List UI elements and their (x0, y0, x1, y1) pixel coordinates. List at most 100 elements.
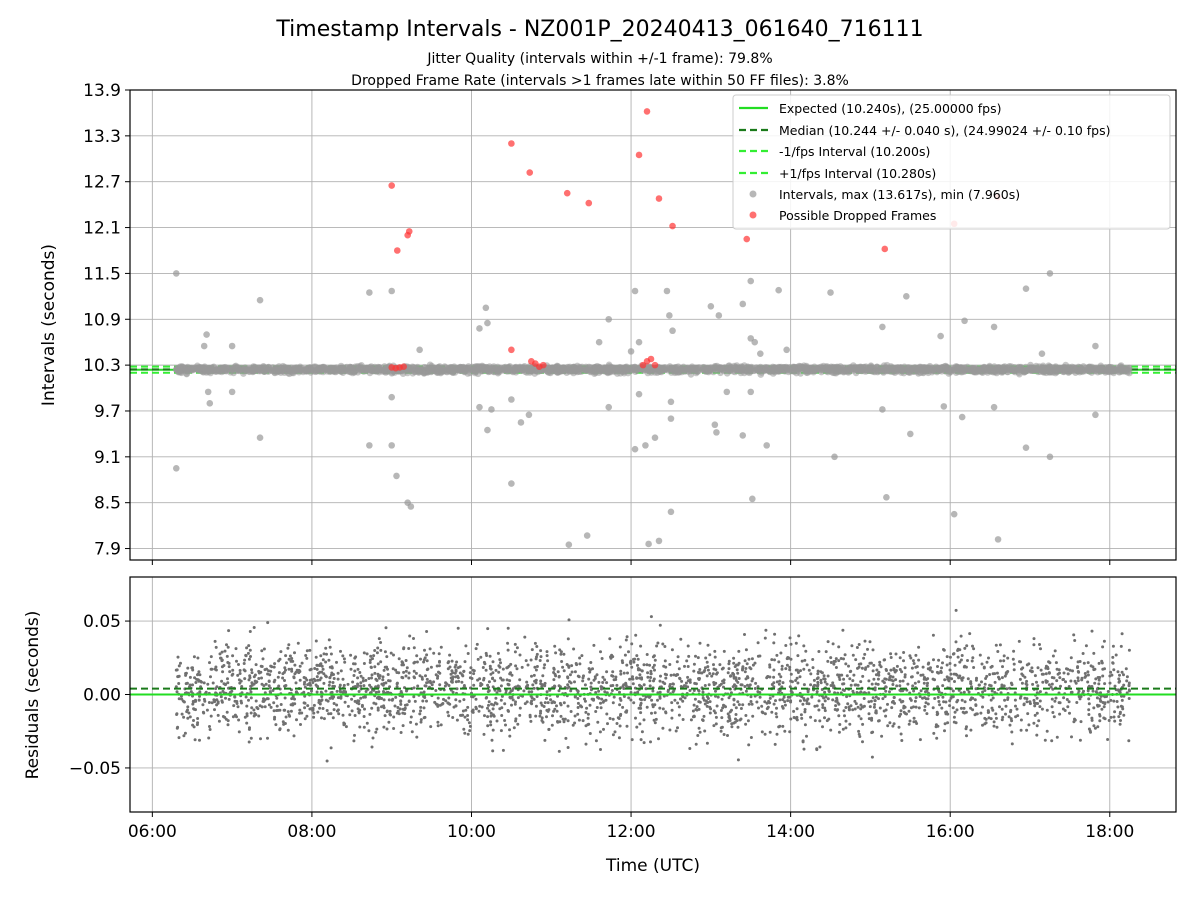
interval-point (1023, 367, 1031, 375)
residual-point (377, 637, 381, 641)
residual-point (650, 711, 653, 715)
residual-point (815, 747, 819, 751)
residual-point (175, 690, 179, 694)
residual-point (653, 668, 656, 672)
residual-point (422, 706, 426, 710)
residual-point (851, 679, 855, 683)
residual-point (525, 680, 529, 684)
residual-point (951, 695, 955, 699)
residual-point (857, 729, 861, 733)
residual-point (908, 719, 912, 723)
residual-point (596, 720, 600, 724)
residual-point (359, 684, 363, 688)
residual-point (491, 660, 495, 664)
residual-point (532, 686, 536, 690)
residual-point (815, 684, 819, 688)
residual-point (555, 704, 558, 708)
interval-outlier-point (715, 312, 723, 319)
residual-point (741, 668, 744, 672)
top-y-tick-label: 9.7 (94, 402, 121, 422)
residual-point (305, 656, 309, 660)
residual-point (370, 706, 374, 710)
residual-point (781, 681, 785, 685)
residual-point (826, 674, 830, 678)
residual-point (477, 709, 481, 713)
residual-point (248, 630, 252, 633)
residual-point (870, 755, 874, 759)
residual-point (892, 696, 896, 699)
residual-point (784, 667, 788, 671)
residual-point (657, 737, 660, 741)
residual-point (1032, 643, 1036, 647)
residual-point (994, 643, 998, 647)
residual-point (931, 706, 935, 710)
residual-point (718, 663, 722, 667)
residual-point (971, 656, 975, 660)
residual-point (907, 709, 911, 713)
residual-point (562, 720, 566, 724)
residual-point (753, 661, 757, 665)
residual-point (382, 725, 386, 729)
residual-point (236, 673, 240, 677)
residual-point (726, 671, 730, 675)
residual-point (744, 648, 748, 652)
interval-point (415, 369, 423, 376)
residual-point (1055, 679, 1059, 683)
interval-point (863, 366, 871, 374)
residual-point (663, 682, 667, 686)
residual-point (573, 721, 577, 725)
residual-point (1025, 697, 1029, 701)
residual-point (714, 689, 717, 693)
residual-point (648, 684, 652, 688)
residual-point (192, 655, 196, 659)
residual-point (1030, 666, 1034, 670)
residual-point (744, 667, 748, 670)
residual-point (861, 674, 865, 678)
residual-point (1028, 700, 1032, 704)
interval-outlier-point (484, 319, 491, 327)
residual-point (425, 681, 429, 685)
residual-point (381, 678, 385, 682)
residual-point (613, 730, 617, 734)
residual-point (930, 670, 934, 674)
residual-point (981, 705, 984, 709)
residual-point (789, 717, 793, 721)
residual-point (364, 678, 368, 682)
residual-point (243, 658, 247, 662)
interval-point (546, 366, 553, 374)
residual-point (456, 666, 460, 670)
residual-point (837, 714, 841, 718)
residual-point (826, 697, 830, 701)
residual-point (873, 703, 877, 706)
interval-point (220, 366, 228, 373)
interval-outlier-point (1092, 342, 1099, 350)
dropped-frame-point (405, 228, 413, 235)
residual-point (674, 729, 678, 733)
residual-point (362, 684, 366, 688)
residual-point (279, 703, 283, 706)
residual-point (284, 654, 288, 658)
interval-point (247, 366, 254, 374)
residual-point (763, 636, 767, 640)
legend-dropped-marker (749, 211, 757, 219)
residual-point (751, 714, 755, 718)
interval-outlier-point (751, 338, 759, 346)
interval-outlier-point (663, 287, 671, 295)
residual-point (714, 722, 718, 726)
residual-point (356, 683, 360, 687)
residual-point (606, 722, 609, 726)
residual-point (856, 705, 860, 709)
residual-point (1092, 706, 1096, 710)
interval-outlier-point (204, 388, 212, 396)
residual-point (642, 663, 646, 667)
interval-outlier-point (666, 312, 673, 319)
residual-point (242, 662, 246, 665)
residual-point (1032, 698, 1036, 702)
residual-point (882, 658, 886, 662)
interval-outlier-point (827, 289, 834, 296)
interval-point (836, 365, 843, 373)
residual-point (298, 708, 302, 712)
residual-point (962, 706, 966, 710)
interval-outlier-point (595, 338, 603, 346)
residual-point (500, 714, 504, 717)
